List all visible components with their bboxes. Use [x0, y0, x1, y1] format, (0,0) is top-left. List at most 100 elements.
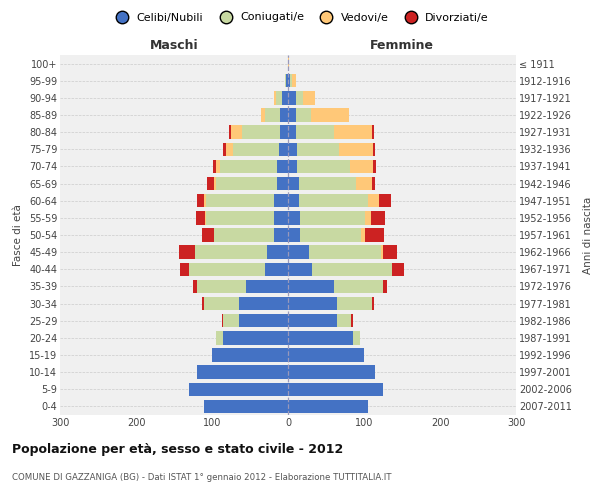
Bar [239, 297, 288, 310]
Bar [288, 194, 299, 207]
Bar [288, 400, 368, 413]
Bar [276, 91, 282, 104]
Bar [288, 280, 334, 293]
Bar [288, 142, 297, 156]
Legend: Celibi/Nubili, Coniugati/e, Vedovi/e, Divorziati/e: Celibi/Nubili, Coniugati/e, Vedovi/e, Di… [107, 8, 493, 27]
Text: Maschi: Maschi [149, 38, 199, 52]
Bar [214, 177, 216, 190]
Bar [213, 160, 216, 173]
Bar [180, 262, 189, 276]
Bar [205, 297, 239, 310]
Bar [216, 177, 277, 190]
Bar [351, 314, 353, 328]
Bar [231, 126, 242, 139]
Bar [202, 297, 205, 310]
Bar [288, 382, 383, 396]
Bar [205, 211, 206, 224]
Bar [212, 348, 288, 362]
Bar [379, 194, 391, 207]
Bar [365, 228, 384, 241]
Y-axis label: Fasce di età: Fasce di età [13, 204, 23, 266]
Bar [383, 246, 397, 259]
Bar [222, 314, 223, 328]
Bar [197, 366, 288, 379]
Bar [265, 262, 288, 276]
Bar [229, 126, 231, 139]
Bar [214, 228, 274, 241]
Bar [205, 400, 288, 413]
Bar [179, 246, 194, 259]
Bar [288, 297, 337, 310]
Bar [194, 246, 267, 259]
Bar [371, 211, 385, 224]
Bar [205, 194, 206, 207]
Bar [288, 228, 300, 241]
Text: Femmine: Femmine [370, 38, 434, 52]
Bar [350, 160, 373, 173]
Bar [202, 228, 214, 241]
Bar [296, 126, 334, 139]
Bar [280, 126, 288, 139]
Bar [288, 331, 353, 344]
Bar [189, 262, 265, 276]
Bar [334, 126, 371, 139]
Bar [288, 74, 290, 88]
Bar [288, 126, 296, 139]
Bar [286, 74, 288, 88]
Bar [267, 246, 288, 259]
Bar [223, 331, 288, 344]
Bar [311, 108, 349, 122]
Bar [216, 331, 223, 344]
Bar [206, 194, 274, 207]
Bar [365, 211, 371, 224]
Bar [196, 211, 205, 224]
Bar [288, 246, 309, 259]
Bar [339, 142, 373, 156]
Bar [292, 74, 296, 88]
Bar [296, 91, 303, 104]
Bar [277, 160, 288, 173]
Bar [288, 108, 296, 122]
Bar [274, 91, 276, 104]
Bar [300, 228, 361, 241]
Bar [242, 126, 280, 139]
Bar [299, 194, 368, 207]
Bar [297, 160, 350, 173]
Bar [206, 211, 274, 224]
Bar [383, 280, 387, 293]
Bar [265, 108, 280, 122]
Bar [309, 246, 382, 259]
Bar [334, 280, 383, 293]
Bar [193, 280, 197, 293]
Bar [226, 142, 233, 156]
Bar [288, 348, 364, 362]
Bar [371, 177, 376, 190]
Bar [262, 108, 265, 122]
Bar [288, 177, 299, 190]
Bar [216, 160, 220, 173]
Bar [337, 297, 371, 310]
Bar [353, 331, 360, 344]
Bar [288, 160, 297, 173]
Bar [300, 211, 365, 224]
Bar [382, 246, 383, 259]
Bar [296, 108, 311, 122]
Bar [274, 228, 288, 241]
Text: Popolazione per età, sesso e stato civile - 2012: Popolazione per età, sesso e stato civil… [12, 442, 343, 456]
Bar [288, 262, 313, 276]
Bar [288, 91, 296, 104]
Text: COMUNE DI GAZZANIGA (BG) - Dati ISTAT 1° gennaio 2012 - Elaborazione TUTTITALIA.: COMUNE DI GAZZANIGA (BG) - Dati ISTAT 1°… [12, 472, 392, 482]
Bar [233, 142, 279, 156]
Bar [197, 194, 205, 207]
Bar [197, 280, 246, 293]
Bar [274, 194, 288, 207]
Bar [274, 211, 288, 224]
Bar [290, 74, 292, 88]
Bar [337, 314, 351, 328]
Bar [208, 177, 214, 190]
Bar [246, 280, 288, 293]
Bar [223, 314, 239, 328]
Bar [371, 126, 374, 139]
Bar [313, 262, 392, 276]
Bar [373, 160, 376, 173]
